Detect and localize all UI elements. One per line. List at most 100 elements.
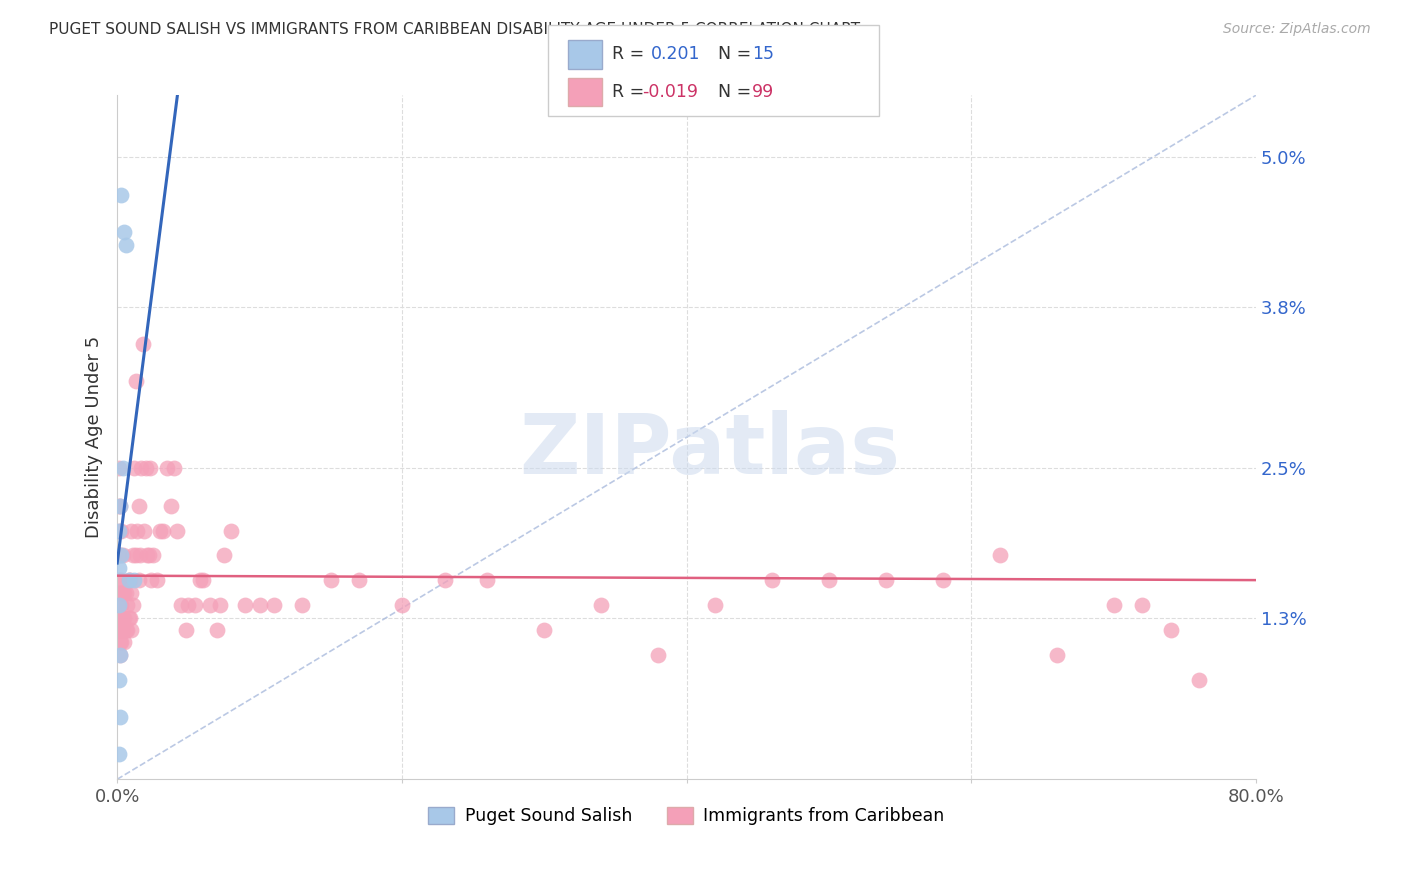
Point bbox=[108, 710, 131, 724]
Point bbox=[932, 574, 955, 588]
Point bbox=[115, 598, 138, 612]
Point bbox=[129, 549, 152, 563]
Text: Source: ZipAtlas.com: Source: ZipAtlas.com bbox=[1223, 22, 1371, 37]
Point bbox=[114, 623, 136, 637]
Point bbox=[191, 574, 214, 588]
Point bbox=[477, 574, 499, 588]
Point bbox=[107, 574, 129, 588]
Point bbox=[188, 574, 211, 588]
Point bbox=[120, 524, 142, 538]
Point bbox=[107, 610, 129, 624]
Point bbox=[136, 549, 159, 563]
Point bbox=[121, 598, 143, 612]
Point bbox=[112, 610, 135, 624]
Point bbox=[818, 574, 841, 588]
Point bbox=[120, 623, 142, 637]
Point bbox=[111, 461, 134, 475]
Point bbox=[1160, 623, 1182, 637]
Point bbox=[131, 461, 153, 475]
Point bbox=[139, 461, 162, 475]
Point bbox=[233, 598, 256, 612]
Point bbox=[108, 585, 131, 599]
Point bbox=[149, 524, 172, 538]
Point bbox=[108, 499, 131, 513]
Point bbox=[198, 598, 221, 612]
Point bbox=[208, 598, 231, 612]
Point bbox=[1130, 598, 1153, 612]
Text: R =: R = bbox=[612, 45, 650, 63]
Point bbox=[115, 623, 138, 637]
Y-axis label: Disability Age Under 5: Disability Age Under 5 bbox=[86, 336, 103, 539]
Point bbox=[174, 623, 197, 637]
Text: 0.201: 0.201 bbox=[651, 45, 700, 63]
Point bbox=[219, 524, 242, 538]
Point bbox=[1102, 598, 1125, 612]
Point bbox=[112, 585, 135, 599]
Point bbox=[1046, 648, 1069, 662]
Point bbox=[107, 598, 129, 612]
Point bbox=[118, 610, 141, 624]
Point bbox=[533, 623, 555, 637]
Point bbox=[291, 598, 314, 612]
Legend: Puget Sound Salish, Immigrants from Caribbean: Puget Sound Salish, Immigrants from Cari… bbox=[422, 800, 952, 832]
Point bbox=[184, 598, 207, 612]
Point bbox=[111, 610, 134, 624]
Point bbox=[152, 524, 174, 538]
Point bbox=[591, 598, 613, 612]
Point bbox=[107, 598, 129, 612]
Point bbox=[108, 549, 131, 563]
Point bbox=[121, 549, 143, 563]
Point bbox=[177, 598, 200, 612]
Point bbox=[163, 461, 186, 475]
Point bbox=[108, 623, 131, 637]
Text: R =: R = bbox=[612, 83, 650, 101]
Text: ZIPatlas: ZIPatlas bbox=[519, 410, 900, 491]
Point bbox=[110, 549, 132, 563]
Point bbox=[111, 585, 134, 599]
Point bbox=[875, 574, 897, 588]
Point bbox=[110, 187, 132, 202]
Point bbox=[170, 598, 193, 612]
Point bbox=[141, 574, 163, 588]
Point bbox=[347, 574, 370, 588]
Point bbox=[110, 610, 132, 624]
Point bbox=[107, 623, 129, 637]
Point bbox=[122, 574, 145, 588]
Point bbox=[108, 648, 131, 662]
Point bbox=[704, 598, 727, 612]
Point bbox=[108, 610, 131, 624]
Point bbox=[110, 524, 132, 538]
Point bbox=[433, 574, 456, 588]
Point bbox=[1188, 673, 1211, 687]
Point bbox=[125, 549, 148, 563]
Point bbox=[134, 524, 156, 538]
Point bbox=[108, 648, 131, 662]
Text: N =: N = bbox=[707, 83, 756, 101]
Point bbox=[107, 461, 129, 475]
Point bbox=[107, 561, 129, 575]
Point bbox=[122, 461, 145, 475]
Point bbox=[146, 574, 169, 588]
Point bbox=[107, 524, 129, 538]
Point bbox=[391, 598, 413, 612]
Text: N =: N = bbox=[707, 45, 756, 63]
Point bbox=[107, 549, 129, 563]
Point bbox=[212, 549, 235, 563]
Text: PUGET SOUND SALISH VS IMMIGRANTS FROM CARIBBEAN DISABILITY AGE UNDER 5 CORRELATI: PUGET SOUND SALISH VS IMMIGRANTS FROM CA… bbox=[49, 22, 860, 37]
Point bbox=[263, 598, 285, 612]
Point bbox=[118, 574, 141, 588]
Point bbox=[156, 461, 179, 475]
Point bbox=[107, 747, 129, 762]
Point bbox=[117, 574, 139, 588]
Point bbox=[988, 549, 1011, 563]
Point bbox=[647, 648, 669, 662]
Point bbox=[114, 237, 136, 252]
Point bbox=[110, 598, 132, 612]
Point bbox=[205, 623, 228, 637]
Point bbox=[107, 499, 129, 513]
Point bbox=[112, 225, 135, 239]
Point bbox=[107, 524, 129, 538]
Point bbox=[128, 574, 150, 588]
Text: 99: 99 bbox=[752, 83, 775, 101]
Point bbox=[142, 549, 165, 563]
